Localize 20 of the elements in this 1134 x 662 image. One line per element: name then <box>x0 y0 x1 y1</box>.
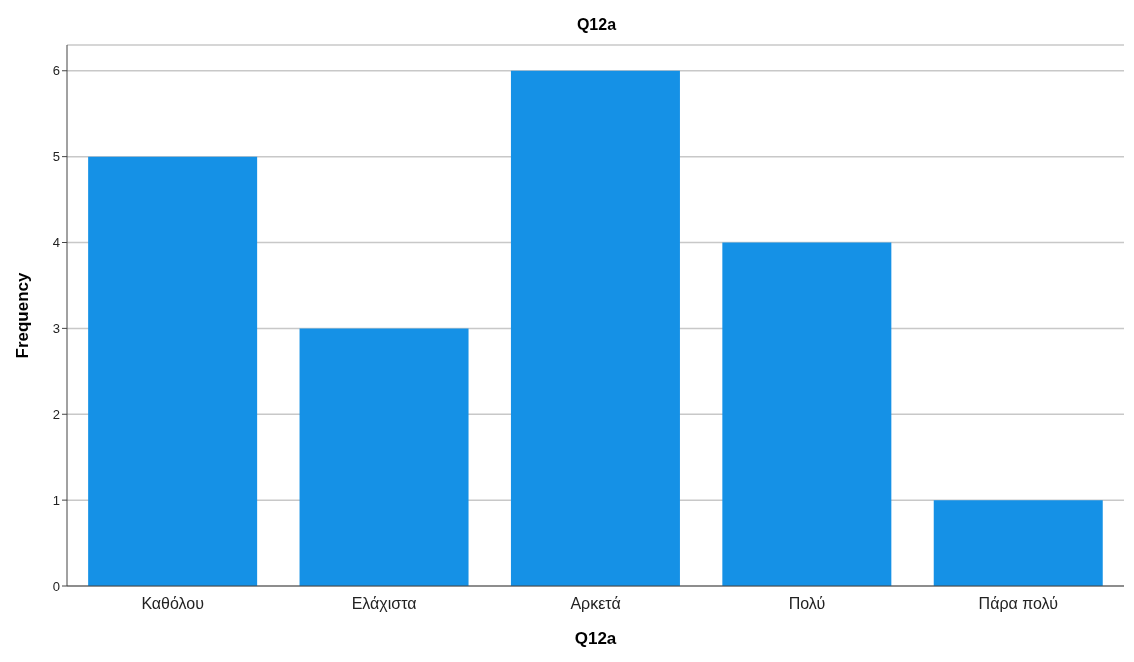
chart-title: Q12a <box>575 16 618 34</box>
bar <box>88 156 258 586</box>
bar <box>299 328 469 586</box>
y-tick-label: 6 <box>52 63 60 79</box>
x-tick-label: Ελάχιστα <box>351 595 417 613</box>
x-tick-label: Πάρα πολύ <box>978 595 1058 613</box>
x-axis-title: Q12a <box>574 629 617 648</box>
bar <box>933 500 1103 586</box>
y-tick-label: 1 <box>52 492 60 508</box>
bar <box>510 70 680 586</box>
y-axis-title: Frequency <box>13 271 33 359</box>
y-tick-label: 4 <box>52 235 60 251</box>
y-tick-label: 2 <box>52 406 60 422</box>
x-tick-label: Καθόλου <box>141 595 205 613</box>
y-tick-label: 5 <box>52 149 60 165</box>
y-tick-label: 3 <box>52 321 60 336</box>
x-tick-label: Αρκετά <box>570 595 621 613</box>
bar <box>722 242 892 586</box>
y-tick-label: 0 <box>52 578 60 594</box>
x-tick-label: Πολύ <box>788 595 826 613</box>
